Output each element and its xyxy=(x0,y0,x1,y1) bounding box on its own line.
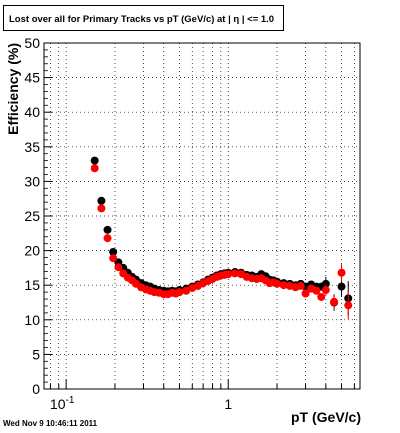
data-point xyxy=(230,269,239,278)
data-point xyxy=(301,289,310,298)
y-tick-labels: 0 5 10 15 20 25 30 35 40 45 50 xyxy=(24,35,40,397)
x-tick-labels: 10-1 1 xyxy=(50,395,232,412)
y-tick-label: 45 xyxy=(24,70,40,86)
data-point xyxy=(224,270,233,279)
x-tick-label: 1 xyxy=(224,396,232,412)
data-point xyxy=(321,279,330,288)
y-tick-label: 20 xyxy=(24,243,40,259)
data-point xyxy=(273,279,282,288)
data-point xyxy=(90,164,99,173)
data-point xyxy=(296,281,305,290)
data-point xyxy=(103,234,112,243)
y-tick-label: 0 xyxy=(32,381,40,397)
chart-title: Lost over all for Primary Tracks vs pT (… xyxy=(9,14,275,25)
grid-lines xyxy=(44,43,360,389)
y-tick-label: 50 xyxy=(24,35,40,51)
data-points xyxy=(90,156,353,320)
data-point xyxy=(330,297,339,306)
y-tick-label: 40 xyxy=(24,104,40,120)
axis-ticks xyxy=(44,42,355,390)
data-point xyxy=(114,263,123,272)
data-point xyxy=(109,254,118,263)
data-point xyxy=(109,247,118,256)
data-point xyxy=(317,292,326,301)
y-tick-label: 10 xyxy=(24,312,40,328)
y-tick-label: 15 xyxy=(24,277,40,293)
y-tick-label: 25 xyxy=(24,208,40,224)
data-point xyxy=(90,156,99,165)
data-point xyxy=(279,281,288,290)
y-tick-label: 30 xyxy=(24,173,40,189)
data-point xyxy=(97,196,106,205)
chart-title-box: Lost over all for Primary Tracks vs pT (… xyxy=(3,5,284,31)
data-point xyxy=(182,286,191,295)
data-point xyxy=(344,301,353,310)
data-point xyxy=(321,286,330,295)
data-point xyxy=(337,268,346,277)
data-point xyxy=(97,204,106,213)
x-tick-label: 10-1 xyxy=(50,395,75,412)
data-point xyxy=(312,286,321,295)
y-axis-label: Efficiency (%) xyxy=(5,43,21,135)
timestamp: Wed Nov 9 10:46:11 2011 xyxy=(3,419,98,428)
data-point xyxy=(337,282,346,291)
y-tick-label: 35 xyxy=(24,139,40,155)
series-1 xyxy=(90,164,353,320)
data-point xyxy=(175,288,184,297)
x-axis-label: pT (GeV/c) xyxy=(291,409,361,425)
y-tick-label: 5 xyxy=(32,346,40,362)
plot-frame xyxy=(43,42,361,390)
data-point xyxy=(103,225,112,234)
